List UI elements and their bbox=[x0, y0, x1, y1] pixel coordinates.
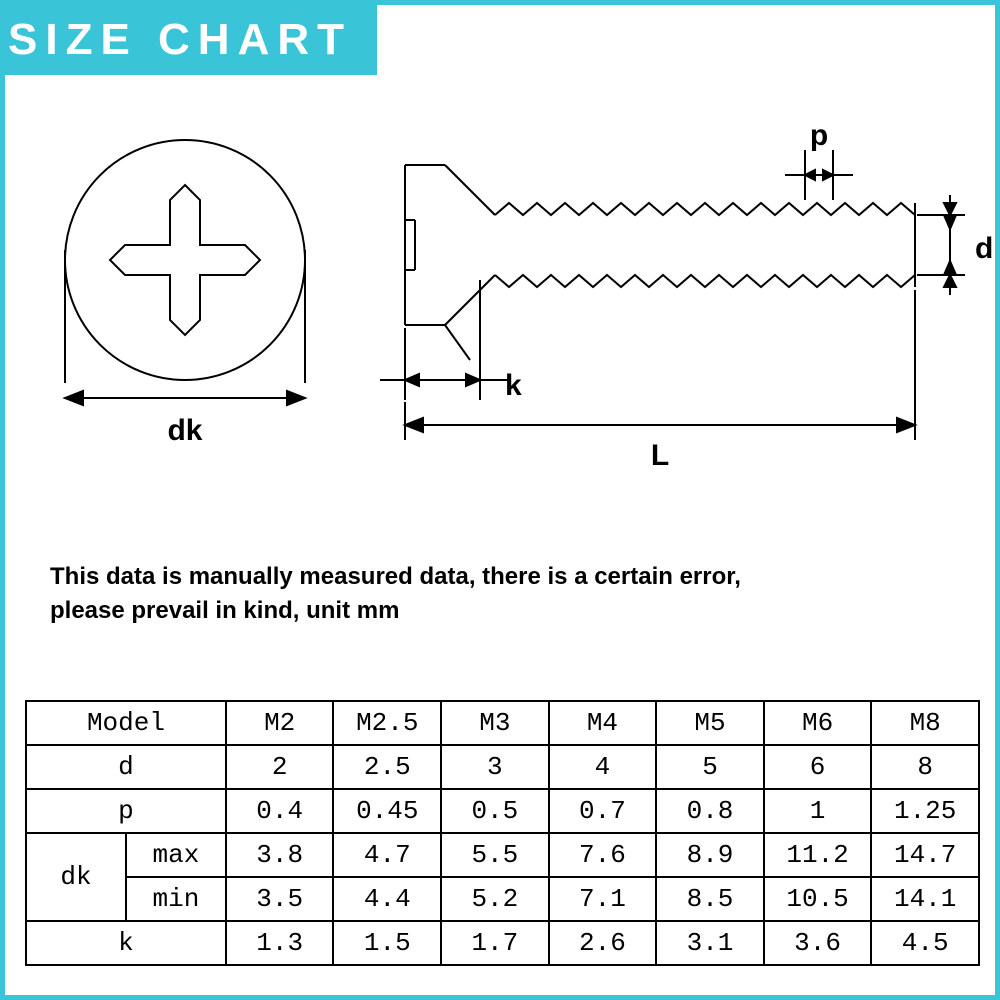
size-table-wrap: Model M2 M2.5 M3 M4 M5 M6 M8 d 2 2.5 3 4… bbox=[25, 700, 980, 966]
header-bar: SIZE CHART bbox=[5, 5, 377, 75]
table-row: p 0.4 0.45 0.5 0.7 0.8 1 1.25 bbox=[26, 789, 979, 833]
table-cell: 7.1 bbox=[549, 877, 657, 921]
size-table: Model M2 M2.5 M3 M4 M5 M6 M8 d 2 2.5 3 4… bbox=[25, 700, 980, 966]
d-label: d bbox=[975, 232, 993, 265]
table-cell: M3 bbox=[441, 701, 549, 745]
table-row: k 1.3 1.5 1.7 2.6 3.1 3.6 4.5 bbox=[26, 921, 979, 965]
table-cell: 10.5 bbox=[764, 877, 872, 921]
row-header: Model bbox=[26, 701, 226, 745]
disclaimer-text: This data is manually measured data, the… bbox=[50, 560, 950, 627]
table-cell: 3.6 bbox=[764, 921, 872, 965]
table-cell: M5 bbox=[656, 701, 764, 745]
table-cell: 0.5 bbox=[441, 789, 549, 833]
header-title: SIZE CHART bbox=[8, 15, 352, 65]
screw-top-view bbox=[65, 140, 305, 405]
table-cell: 4.4 bbox=[333, 877, 441, 921]
row-header: d bbox=[26, 745, 226, 789]
table-cell: 2.6 bbox=[549, 921, 657, 965]
table-cell: M2.5 bbox=[333, 701, 441, 745]
row-header: dk bbox=[26, 833, 126, 921]
screw-side-view bbox=[380, 150, 965, 440]
table-cell: 8.5 bbox=[656, 877, 764, 921]
technical-diagram: dk bbox=[5, 100, 995, 490]
k-label: k bbox=[505, 369, 522, 402]
p-label: p bbox=[810, 119, 828, 152]
table-cell: 3.8 bbox=[226, 833, 334, 877]
table-cell: 1.7 bbox=[441, 921, 549, 965]
note-line1: This data is manually measured data, the… bbox=[50, 563, 741, 590]
table-cell: 0.8 bbox=[656, 789, 764, 833]
L-label: L bbox=[651, 439, 669, 472]
table-cell: 7.6 bbox=[549, 833, 657, 877]
table-cell: 5.2 bbox=[441, 877, 549, 921]
table-cell: 0.4 bbox=[226, 789, 334, 833]
table-cell: 0.45 bbox=[333, 789, 441, 833]
table-cell: M4 bbox=[549, 701, 657, 745]
table-cell: 3.1 bbox=[656, 921, 764, 965]
row-header: k bbox=[26, 921, 226, 965]
table-cell: 2.5 bbox=[333, 745, 441, 789]
table-cell: M2 bbox=[226, 701, 334, 745]
table-cell: 2 bbox=[226, 745, 334, 789]
table-cell: 5 bbox=[656, 745, 764, 789]
dk-label: dk bbox=[167, 414, 202, 447]
table-cell: 3.5 bbox=[226, 877, 334, 921]
table-cell: 1.5 bbox=[333, 921, 441, 965]
table-row: min 3.5 4.4 5.2 7.1 8.5 10.5 14.1 bbox=[26, 877, 979, 921]
table-cell: 4.5 bbox=[871, 921, 979, 965]
table-cell: 4.7 bbox=[333, 833, 441, 877]
table-row: dk max 3.8 4.7 5.5 7.6 8.9 11.2 14.7 bbox=[26, 833, 979, 877]
table-cell: M6 bbox=[764, 701, 872, 745]
table-cell: 14.7 bbox=[871, 833, 979, 877]
frame: SIZE CHART dk bbox=[0, 0, 1000, 1000]
table-cell: 1 bbox=[764, 789, 872, 833]
table-cell: 11.2 bbox=[764, 833, 872, 877]
sub-header: max bbox=[126, 833, 226, 877]
table-cell: 0.7 bbox=[549, 789, 657, 833]
table-row: Model M2 M2.5 M3 M4 M5 M6 M8 bbox=[26, 701, 979, 745]
table-cell: 14.1 bbox=[871, 877, 979, 921]
sub-header: min bbox=[126, 877, 226, 921]
table-cell: 3 bbox=[441, 745, 549, 789]
table-row: d 2 2.5 3 4 5 6 8 bbox=[26, 745, 979, 789]
row-header: p bbox=[26, 789, 226, 833]
note-line2: please prevail in kind, unit mm bbox=[50, 597, 399, 624]
table-cell: 4 bbox=[549, 745, 657, 789]
table-cell: 1.25 bbox=[871, 789, 979, 833]
table-cell: 1.3 bbox=[226, 921, 334, 965]
table-cell: 8.9 bbox=[656, 833, 764, 877]
table-cell: M8 bbox=[871, 701, 979, 745]
table-cell: 6 bbox=[764, 745, 872, 789]
table-cell: 8 bbox=[871, 745, 979, 789]
table-cell: 5.5 bbox=[441, 833, 549, 877]
